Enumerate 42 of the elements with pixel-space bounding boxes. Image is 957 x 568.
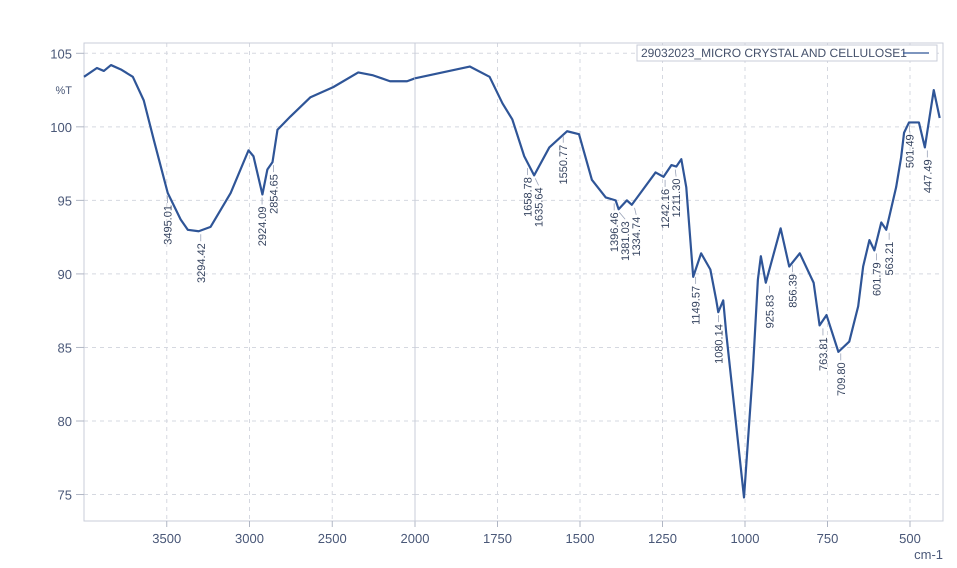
x-tick-label: 1250 [648, 531, 677, 546]
x-tick-label: 3000 [235, 531, 264, 546]
x-tick-label: 2000 [400, 531, 430, 546]
annotation: 763.81 [818, 337, 830, 372]
annotation: 1149.57 [690, 286, 703, 325]
y-axis-title: %T [56, 85, 72, 98]
annotation: 501.49 [904, 134, 917, 168]
y-tick-label: 85 [58, 340, 72, 356]
annotation: 925.83 [764, 294, 776, 328]
annotation: 447.49 [922, 159, 934, 194]
y-tick-label: 100 [50, 120, 72, 135]
annotation: 3495.01 [162, 205, 175, 245]
y-tick-label: 75 [58, 488, 72, 503]
y-tick-label: 105 [50, 46, 72, 62]
annotation: 2854.65 [268, 174, 281, 214]
annotation: 3294.42 [196, 243, 208, 284]
x-tick-label: 1750 [483, 531, 512, 546]
y-tick-label: 90 [58, 266, 72, 282]
y-tick-label: 80 [58, 414, 72, 429]
x-tick-label: 1500 [566, 531, 594, 546]
legend-label: 29032023_MICRO CRYSTAL AND CELLULOSE1 [641, 46, 908, 60]
annotation: 1242.16 [660, 188, 672, 229]
annotation: 1550.77 [558, 144, 570, 184]
x-tick-label: 750 [816, 531, 838, 546]
annotation: 1334.74 [631, 216, 644, 257]
annotation: 563.21 [884, 242, 896, 276]
annotation: 1080.14 [714, 324, 726, 364]
annotation: 1658.78 [522, 177, 535, 217]
annotation: 1211.30 [671, 178, 684, 218]
x-axis-title: cm-1 [914, 547, 943, 562]
annotation: 601.79 [871, 262, 884, 296]
x-tick-label: 1000 [730, 531, 760, 546]
x-tick-label: 3500 [152, 531, 182, 546]
annotation: 2924.09 [257, 206, 270, 246]
x-tick-label: 500 [899, 531, 921, 546]
annotation: 709.80 [836, 362, 848, 396]
annotation: 856.39 [787, 274, 800, 308]
y-tick-label: 95 [58, 193, 72, 208]
annotation: 1396.46 [609, 212, 622, 252]
annotation: 1635.64 [534, 187, 546, 228]
x-tick-label: 2500 [318, 531, 347, 546]
annotation: 1381.03 [620, 221, 632, 261]
